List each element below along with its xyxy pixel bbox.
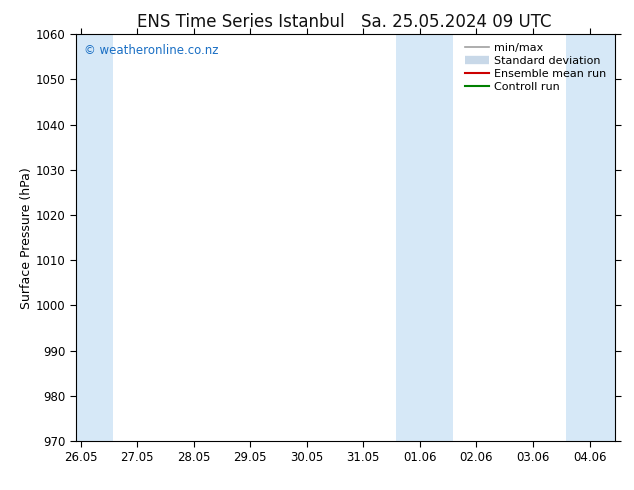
- Legend: min/max, Standard deviation, Ensemble mean run, Controll run: min/max, Standard deviation, Ensemble me…: [462, 40, 609, 95]
- Text: ENS Time Series Istanbul: ENS Time Series Istanbul: [137, 13, 345, 31]
- Bar: [396, 34, 453, 441]
- Bar: [566, 34, 623, 441]
- Y-axis label: Surface Pressure (hPa): Surface Pressure (hPa): [20, 167, 33, 309]
- Bar: [57, 34, 113, 441]
- Text: © weatheronline.co.nz: © weatheronline.co.nz: [84, 45, 219, 57]
- Text: Sa. 25.05.2024 09 UTC: Sa. 25.05.2024 09 UTC: [361, 13, 552, 31]
